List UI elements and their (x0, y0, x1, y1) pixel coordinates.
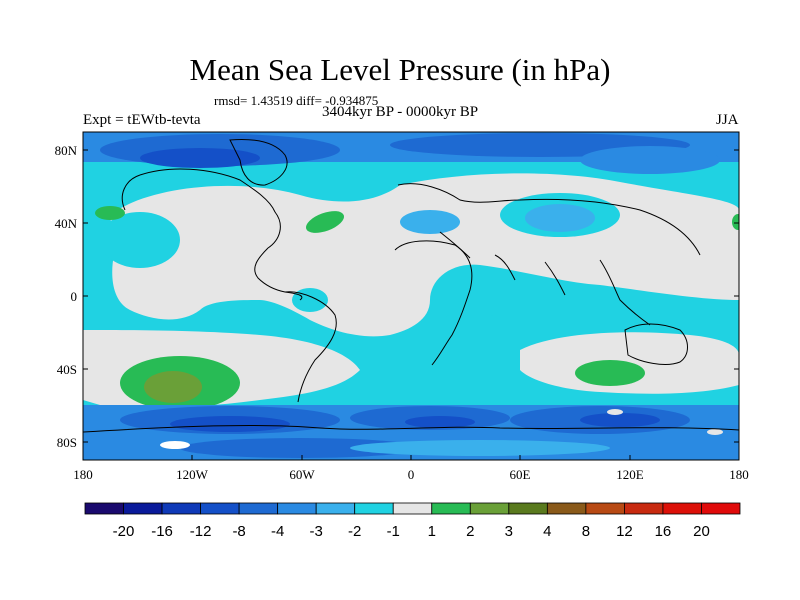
field-mediterranean-low (400, 210, 460, 234)
colorbar-label: 1 (428, 523, 436, 540)
field-arctic-low-4 (580, 146, 720, 174)
colorbar-label: -16 (151, 523, 173, 540)
colorbar-label: 12 (616, 523, 633, 540)
colorbar-label: 3 (505, 523, 513, 540)
colorbar-swatch (469, 502, 510, 515)
colorbar-swatch (84, 502, 124, 515)
colorbar-label: 8 (582, 523, 590, 540)
colorbar-swatch (238, 502, 279, 515)
lat-label: 80S (57, 435, 77, 450)
lon-label: 60W (289, 467, 315, 482)
colorbar-label: -20 (113, 523, 135, 540)
field-arctic-low-2 (140, 148, 260, 168)
lon-label: 120E (616, 467, 644, 482)
lat-label: 0 (71, 289, 78, 304)
rmsd-diff-stats: rmsd= 1.43519 diff= -0.934875 (214, 93, 379, 108)
colorbar-swatch (546, 502, 587, 515)
colorbar-label: 4 (543, 523, 551, 540)
lon-label: 0 (408, 467, 415, 482)
field-asia-low (525, 204, 595, 232)
colorbar-label: 16 (655, 523, 672, 540)
colorbar-swatch (354, 502, 394, 515)
colorbar-swatch (585, 502, 625, 515)
colorbar-label: -1 (387, 523, 400, 540)
lat-label: 40S (57, 362, 77, 377)
pressure-field (83, 132, 739, 460)
field-highs (95, 206, 739, 410)
coastlines (83, 139, 739, 433)
lon-label: 120W (176, 467, 209, 482)
lon-tick-marks (191, 455, 631, 460)
colorbar-swatch (701, 502, 741, 515)
map-title: Mean Sea Level Pressure (in hPa) (189, 52, 611, 87)
lat-label: 40N (55, 216, 78, 231)
lon-label: 180 (73, 467, 93, 482)
colorbar-swatch (392, 502, 433, 515)
colorbar-swatch (161, 502, 201, 515)
experiment-label: Expt = tEWtb-tevta (83, 112, 201, 128)
colorbar-label: -8 (232, 523, 245, 540)
colorbar-label: -2 (348, 523, 361, 540)
colorbar-label: -12 (190, 523, 212, 540)
lon-tick-labels: 180 120W 60W 0 60E 120E 180 (73, 467, 749, 482)
lon-label: 60E (510, 467, 531, 482)
colorbar-label: -4 (271, 523, 284, 540)
colorbar-swatch (123, 502, 163, 515)
lon-label: 180 (729, 467, 749, 482)
season-label: JJA (716, 112, 739, 128)
colorbar-label: 20 (693, 523, 710, 540)
period-label: 3404kyr BP - 0000kyr BP (321, 104, 479, 120)
colorbar-swatch (662, 502, 702, 515)
colorbar-swatch (277, 502, 317, 515)
colorbar: -20 -16 -12 -8 -4 -3 -2 -1 1 2 3 4 8 12 16 20 (84, 502, 741, 540)
lat-tick-labels: 80N 40N 0 40S 80S (55, 143, 78, 450)
colorbar-swatch (624, 502, 664, 515)
colorbar-swatch (508, 502, 548, 515)
colorbar-label: 2 (466, 523, 474, 540)
lat-tick-marks (83, 149, 739, 443)
field-southern-lows (83, 405, 739, 460)
lat-label: 80N (55, 143, 78, 158)
colorbar-swatch (315, 502, 356, 515)
colorbar-swatch (431, 502, 471, 515)
colorbar-swatch (200, 502, 240, 515)
colorbar-label: -3 (310, 523, 323, 540)
